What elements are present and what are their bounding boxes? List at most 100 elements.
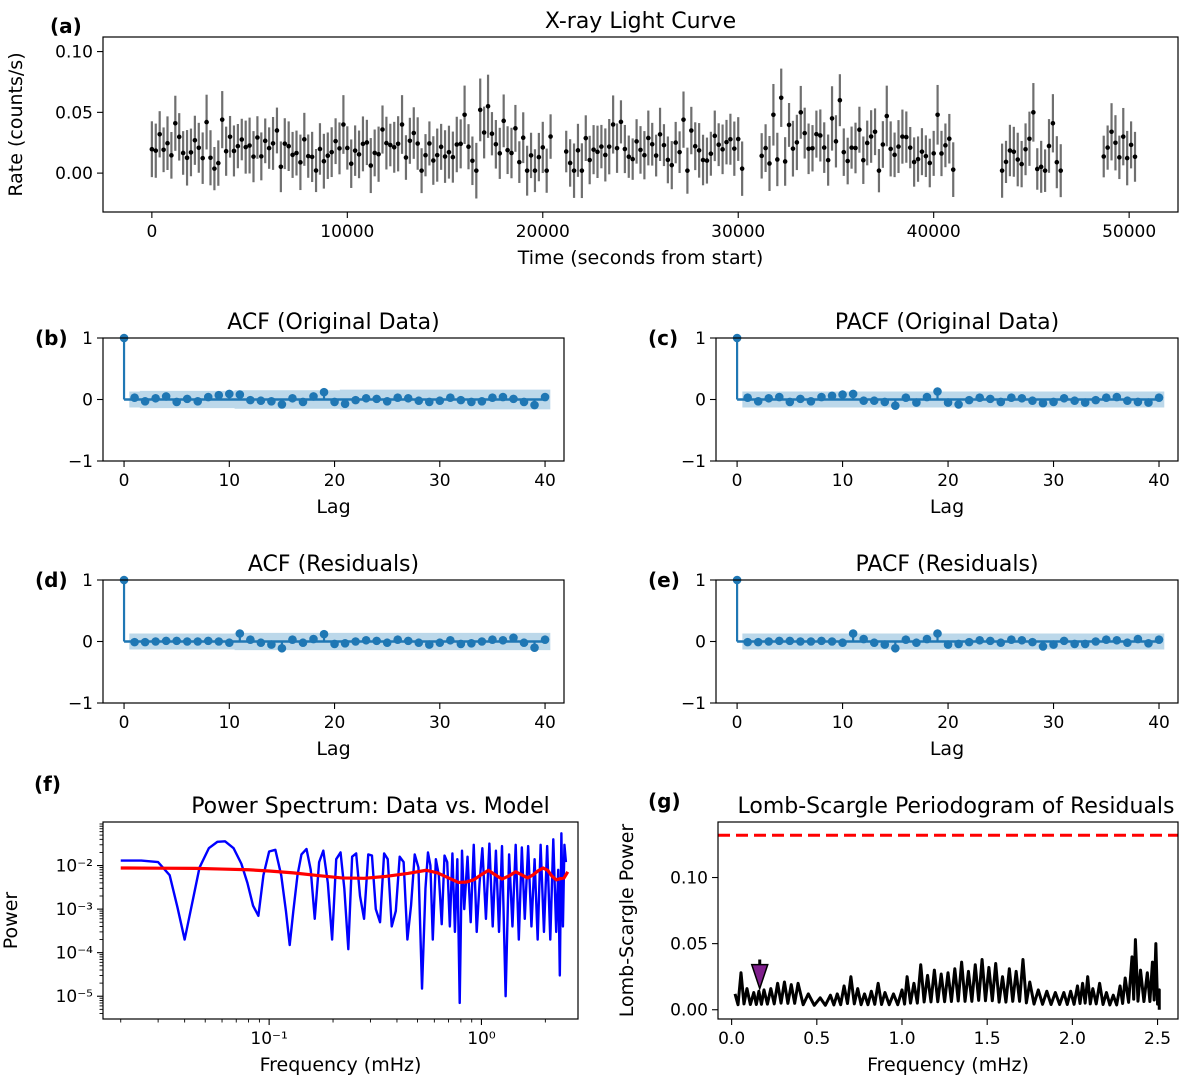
light-curve-point [583, 135, 589, 141]
light-curve-point [821, 145, 827, 150]
stem-marker-b [182, 394, 192, 404]
stem-marker-d [193, 637, 203, 646]
stem-marker-d [498, 635, 508, 645]
light-curve-point [184, 155, 190, 161]
light-curve-point [1011, 149, 1017, 155]
light-curve-point [173, 120, 178, 126]
stem-marker-d [161, 636, 171, 646]
light-curve-point [700, 157, 706, 163]
light-curve-point [1007, 148, 1013, 153]
x-tick-label-g: 2.5 [1144, 1029, 1171, 1049]
stem-marker-e [1123, 638, 1132, 648]
light-curve-point [653, 153, 659, 158]
light-curve-point [200, 155, 205, 161]
x-tick-label-c: 10 [832, 471, 854, 491]
y-axis-label-a: Rate (counts/s) [5, 52, 27, 196]
stem-marker-c [1091, 395, 1101, 405]
light-curve-point [579, 168, 585, 173]
y-tick-label-c: −1 [681, 452, 706, 472]
stem-marker-b [509, 394, 518, 404]
light-curve-point [372, 150, 377, 156]
stem-marker-d [309, 634, 318, 644]
x-tick-label-a: 0 [146, 222, 157, 242]
light-curve-point [262, 138, 268, 144]
stem-marker-b [467, 397, 476, 407]
x-axis-label-e: Lag [930, 738, 964, 760]
light-curve-point [833, 139, 839, 144]
light-curve-point [540, 145, 546, 150]
light-curve-point [915, 156, 921, 162]
stem-marker-c [1028, 396, 1037, 406]
stem-marker-c [954, 400, 963, 409]
light-curve-point [630, 156, 635, 162]
light-curve-point [567, 160, 573, 166]
stem-marker-d [203, 636, 213, 646]
stem-marker-c [753, 397, 763, 406]
light-curve-point [853, 145, 858, 151]
light-curve-point [880, 142, 886, 147]
light-curve-point [454, 142, 460, 147]
light-curve-point [708, 151, 714, 157]
stem-marker-e [880, 640, 890, 649]
light-curve-point [876, 168, 882, 173]
stem-marker-b [225, 389, 234, 399]
stem-marker-e [933, 629, 942, 638]
light-curve-point [720, 147, 725, 152]
x-tick-label-g: 2.0 [1059, 1029, 1086, 1049]
stem-marker-c [1017, 393, 1027, 403]
light-curve-point [485, 103, 491, 109]
stem-marker-c [1070, 396, 1079, 406]
stem-marker-b [372, 394, 381, 404]
light-curve-point [767, 161, 772, 166]
stem-marker-d [298, 638, 308, 648]
y-tick-label-f: 10⁻⁵ [56, 987, 93, 1007]
light-curve-point [294, 150, 299, 156]
light-curve-point [157, 131, 162, 137]
stem-marker-b [540, 392, 550, 402]
light-curve-point [904, 134, 909, 140]
light-curve-point [806, 146, 811, 152]
stem-marker-e [817, 636, 826, 646]
y-tick-label-b: −1 [68, 452, 93, 472]
light-curve-point [251, 154, 256, 159]
light-curve-point [716, 142, 721, 147]
light-curve-point [489, 131, 495, 137]
light-curve-point [169, 153, 174, 158]
stem-marker-b [319, 387, 329, 397]
stem-marker-c [796, 394, 805, 404]
light-curve-point [794, 140, 800, 145]
stem-marker-b [267, 397, 276, 406]
stem-marker-d [277, 643, 287, 653]
stem-marker-d [246, 635, 255, 644]
light-curve-point [501, 118, 506, 124]
light-curve-point [919, 149, 925, 154]
light-curve-point [259, 154, 264, 159]
light-curve-point [999, 168, 1005, 173]
light-curve-point [896, 144, 901, 149]
stem-marker-e [912, 638, 921, 648]
light-curve-point [239, 137, 245, 142]
light-curve-point [1054, 159, 1060, 165]
light-curve-point [270, 141, 276, 146]
y-tick-label-f: 10⁻⁴ [56, 944, 94, 964]
light-curve-point [1015, 157, 1021, 162]
light-curve-point [1050, 120, 1056, 126]
light-curve-point [810, 145, 815, 151]
light-curve-point [188, 150, 194, 155]
stem-marker-e [1133, 634, 1143, 644]
stem-marker-e [796, 637, 805, 646]
light-curve-point [943, 143, 948, 148]
light-curve-point [462, 112, 467, 118]
light-curve-point [216, 160, 221, 166]
light-curve-point [192, 137, 198, 143]
stem-marker-e [869, 638, 879, 648]
stem-marker-b [330, 397, 339, 407]
stem-marker-c [1112, 392, 1122, 402]
stem-marker-d [361, 635, 371, 645]
light-curve-point [1023, 146, 1028, 152]
series-line-data [120, 832, 568, 1005]
stem-marker-d [403, 636, 413, 646]
light-curve-point [892, 152, 897, 158]
light-curve-point [798, 110, 804, 115]
